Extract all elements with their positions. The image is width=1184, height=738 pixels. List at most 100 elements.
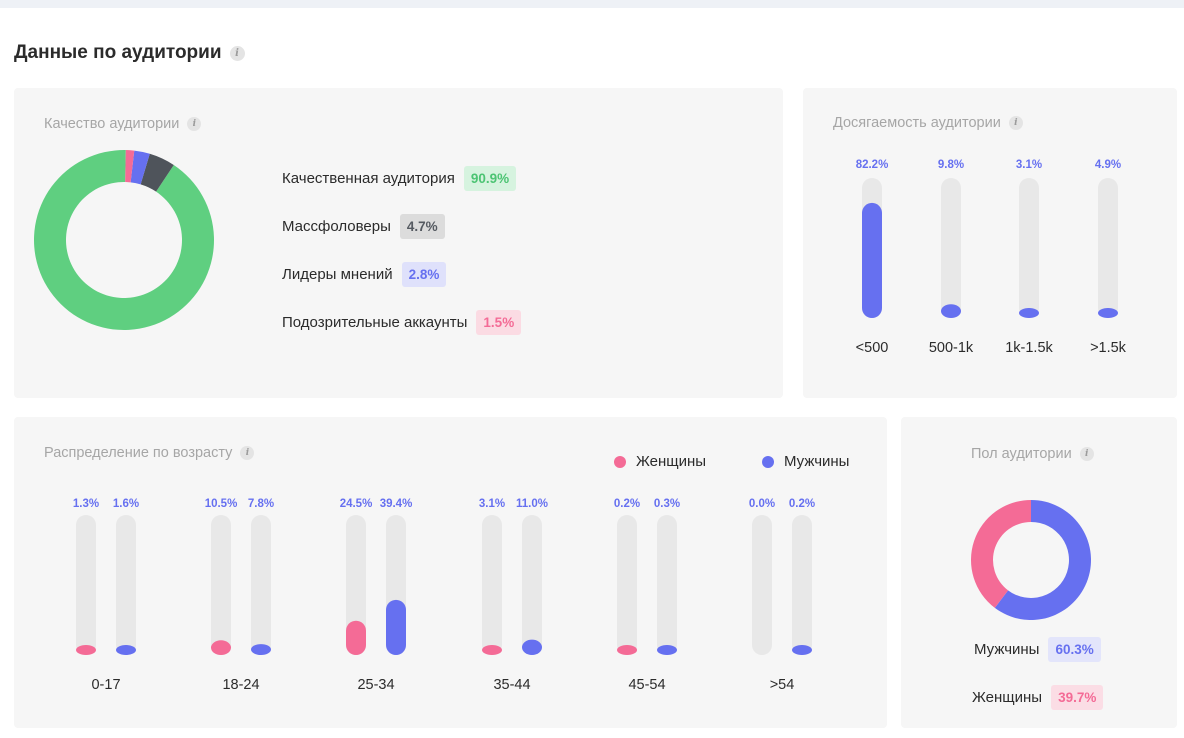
reach-card: Досягаемость аудитории i 82.2% 9.8% 3.1% 4.…	[803, 88, 1177, 398]
donut-slice-мужчины	[994, 500, 1091, 620]
age-category-label: >54	[769, 677, 795, 693]
gender-legend-label: Женщины	[972, 689, 1043, 706]
page-title-text: Данные по аудитории	[14, 42, 222, 63]
donut-slice-качественная-аудитория	[34, 150, 214, 330]
women-dot-icon	[614, 455, 626, 468]
age-bar-men-fill	[792, 645, 812, 655]
men-dot-icon	[762, 455, 774, 468]
info-icon[interactable]: i	[240, 446, 255, 460]
donut-slice-подозрительные-аккаунты	[125, 150, 135, 183]
age-bar-women-fill	[346, 620, 366, 655]
gender-card: Пол аудитории i Мужчины 60.3% Женщины 39.7%	[901, 417, 1177, 728]
donut-slice-женщины	[971, 500, 1031, 608]
age-bar-men-track	[522, 515, 542, 655]
age-value-label: 7.8%	[248, 498, 274, 510]
age-card: Распределение по возрасту i Женщины Мужч…	[14, 417, 887, 728]
quality-title-text: Качество аудитории	[44, 116, 180, 132]
age-value-label: 3.1%	[479, 498, 505, 510]
quality-legend-value-badge: 90.9%	[463, 166, 517, 191]
reach-bar-chart: 82.2% 9.8% 3.1% 4.9%	[856, 159, 1121, 318]
quality-legend-row: Лидеры мнений 2.8%	[282, 262, 447, 287]
age-bar-men-track	[792, 515, 812, 655]
audience-page: Данные по аудитории i Качество аудитории…	[0, 8, 1184, 738]
reach-category-label: 500-1k	[928, 340, 974, 356]
quality-legend-value-badge: 2.8%	[401, 262, 447, 287]
age-category-label: 0-17	[91, 677, 121, 693]
age-value-label: 10.5%	[205, 498, 238, 510]
age-bar-women-fill	[76, 645, 96, 655]
quality-title: Качество аудитории i	[44, 116, 202, 132]
quality-legend-label: Подозрительные аккаунты	[282, 314, 468, 331]
age-bar-men-fill	[251, 644, 271, 655]
age-bar-men-track	[657, 515, 677, 655]
info-icon[interactable]: i	[1008, 116, 1023, 130]
legend-women-label: Женщины	[636, 453, 707, 470]
info-icon[interactable]: i	[1079, 447, 1094, 461]
reach-value-label: 9.8%	[938, 159, 964, 171]
age-value-label: 1.3%	[73, 498, 99, 510]
reach-category-label: 1k-1.5k	[1005, 340, 1053, 356]
info-icon[interactable]: i	[229, 45, 245, 61]
gender-legend-row: Мужчины 60.3%	[974, 637, 1101, 662]
legend-men: Мужчины	[762, 453, 849, 470]
gender-donut-chart	[971, 500, 1091, 620]
quality-legend-value-badge: 4.7%	[399, 214, 445, 239]
donut-slice-массфоловеры	[140, 153, 174, 192]
reach-bar-fill	[1019, 308, 1039, 318]
page-title: Данные по аудитории i	[14, 42, 245, 64]
legend-men-label: Мужчины	[784, 453, 850, 470]
age-title: Распределение по возрасту i	[44, 445, 255, 461]
reach-category-label: >1.5k	[1090, 340, 1126, 356]
age-bar-women-track	[76, 515, 96, 655]
age-value-label: 1.6%	[113, 498, 139, 510]
age-bar-women-track	[617, 515, 637, 655]
quality-legend-label: Лидеры мнений	[282, 266, 393, 283]
reach-bar-fill	[862, 202, 882, 318]
age-bar-women-track	[346, 515, 366, 655]
reach-value-label: 82.2%	[856, 159, 889, 171]
age-category-label: 45-54	[628, 677, 666, 693]
age-value-label: 0.3%	[654, 498, 680, 510]
age-bar-men-fill	[116, 645, 136, 655]
reach-category-label: <500	[855, 340, 889, 356]
gender-legend-value-badge: 60.3%	[1048, 637, 1101, 662]
quality-legend-row: Массфоловеры 4.7%	[282, 214, 445, 239]
age-value-label: 0.2%	[789, 498, 815, 510]
quality-legend-row: Качественная аудитория 90.9%	[282, 166, 517, 191]
age-bar-women-fill	[211, 640, 231, 655]
age-bar-men-track	[251, 515, 271, 655]
quality-legend-value-badge: 1.5%	[476, 310, 522, 335]
reach-title: Досягаемость аудитории i	[833, 115, 1023, 131]
age-bar-women-track	[211, 515, 231, 655]
donut-slice-лидеры-мнений	[130, 150, 150, 185]
age-bar-women-fill	[617, 645, 637, 655]
age-value-label: 11.0%	[516, 498, 548, 510]
age-bar-chart: 1.3% 1.6% 10.5% 7.8% 24.5% 39.4% 3.1% 11.0% 0.2%…	[73, 498, 815, 655]
age-bar-men-fill	[386, 599, 406, 655]
age-title-text: Распределение по возрасту	[44, 445, 233, 461]
age-value-label: 24.5%	[340, 498, 373, 510]
age-value-label: 0.2%	[614, 498, 640, 510]
reach-bar-fill	[1098, 308, 1118, 318]
age-category-label: 35-44	[493, 677, 531, 693]
gender-title: Пол аудитории i	[971, 446, 1094, 462]
quality-legend-label: Качественная аудитория	[282, 170, 455, 187]
reach-title-text: Досягаемость аудитории	[833, 115, 1001, 131]
gender-legend-value-badge: 39.7%	[1051, 685, 1104, 710]
age-value-label: 39.4%	[380, 498, 413, 510]
quality-donut-chart	[34, 150, 214, 330]
legend-women: Женщины	[614, 453, 706, 470]
reach-bar-track	[941, 178, 961, 318]
reach-bar-track	[1098, 178, 1118, 318]
age-category-label: 18-24	[222, 677, 260, 693]
reach-bar-fill	[941, 304, 961, 318]
age-bar-men-fill	[522, 639, 542, 655]
gender-title-text: Пол аудитории	[971, 446, 1072, 462]
reach-value-label: 4.9%	[1095, 159, 1121, 171]
age-bar-men-fill	[657, 645, 677, 655]
gender-legend-label: Мужчины	[974, 641, 1040, 658]
info-icon[interactable]: i	[187, 117, 202, 131]
age-bar-women-track	[752, 515, 772, 655]
gender-legend-row: Женщины 39.7%	[972, 685, 1104, 710]
quality-card: Качество аудитории i Качественная аудито…	[14, 88, 783, 398]
